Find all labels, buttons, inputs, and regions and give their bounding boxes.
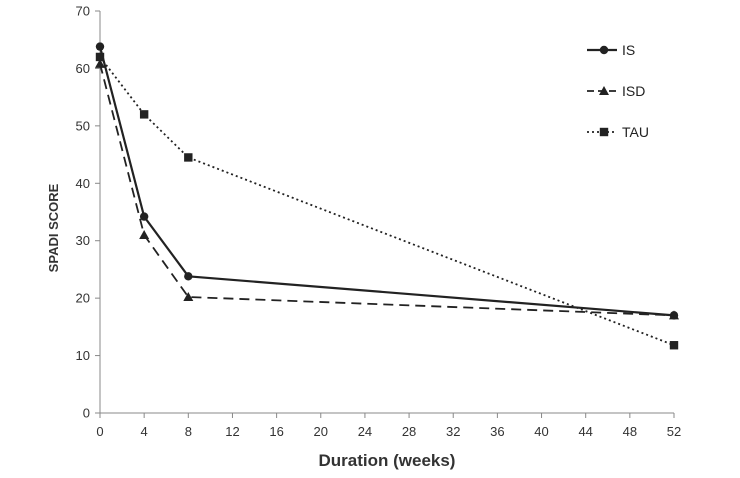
x-tick-label: 44 — [578, 424, 592, 439]
data-point-isd — [139, 229, 150, 239]
series-line-isd — [99, 63, 675, 317]
x-tick-label: 20 — [314, 424, 328, 439]
legend-marker-isd — [599, 86, 609, 95]
y-tick-label: 70 — [76, 4, 90, 19]
legend-label-isd: ISD — [622, 83, 645, 99]
x-tick-label: 28 — [402, 424, 416, 439]
data-point-is — [95, 42, 105, 51]
data-point-is — [184, 272, 193, 281]
axes — [95, 10, 675, 418]
data-point-tau — [95, 52, 105, 62]
series-line-tau — [99, 56, 675, 347]
data-point-isd — [669, 310, 679, 320]
data-point-isd — [183, 291, 194, 301]
data-point-isd — [95, 58, 105, 68]
x-tick-label: 36 — [490, 424, 504, 439]
legend-marker-is — [599, 45, 609, 55]
series-lines — [95, 42, 679, 350]
y-axis-title: SPADI SCORE — [46, 183, 61, 272]
x-tick-label: 52 — [667, 424, 681, 439]
x-tick-label: 32 — [446, 424, 460, 439]
y-tick-label: 30 — [76, 233, 90, 248]
x-tick-label: 16 — [269, 424, 283, 439]
x-tick-label: 0 — [96, 424, 103, 439]
data-point-tau — [669, 341, 679, 350]
y-tick-label: 50 — [76, 118, 90, 133]
y-tick-label: 0 — [83, 406, 90, 421]
data-point-tau — [184, 153, 193, 162]
x-tick-label: 24 — [358, 424, 372, 439]
x-tick-label: 12 — [225, 424, 239, 439]
legend-label-tau: TAU — [622, 124, 649, 140]
data-point-tau — [139, 110, 149, 119]
legend-marker-tau — [599, 127, 609, 137]
x-axis-title: Duration (weeks) — [319, 451, 456, 470]
legend-item-tau: TAU — [587, 124, 649, 140]
x-tick-label: 40 — [534, 424, 548, 439]
data-point-is — [139, 212, 149, 221]
x-tick-label: 4 — [141, 424, 148, 439]
x-tick-label: 8 — [185, 424, 192, 439]
legend-item-is: IS — [587, 42, 635, 58]
legend: IS ISD TAU — [587, 42, 649, 140]
y-tick-label: 40 — [76, 176, 90, 191]
x-tick-label: 48 — [623, 424, 637, 439]
legend-item-isd: ISD — [587, 83, 645, 99]
y-tick-label: 10 — [76, 348, 90, 363]
y-tick-label: 20 — [76, 291, 90, 306]
y-tick-label: 60 — [76, 61, 90, 76]
series-line-is — [98, 46, 675, 317]
legend-label-is: IS — [622, 42, 635, 58]
